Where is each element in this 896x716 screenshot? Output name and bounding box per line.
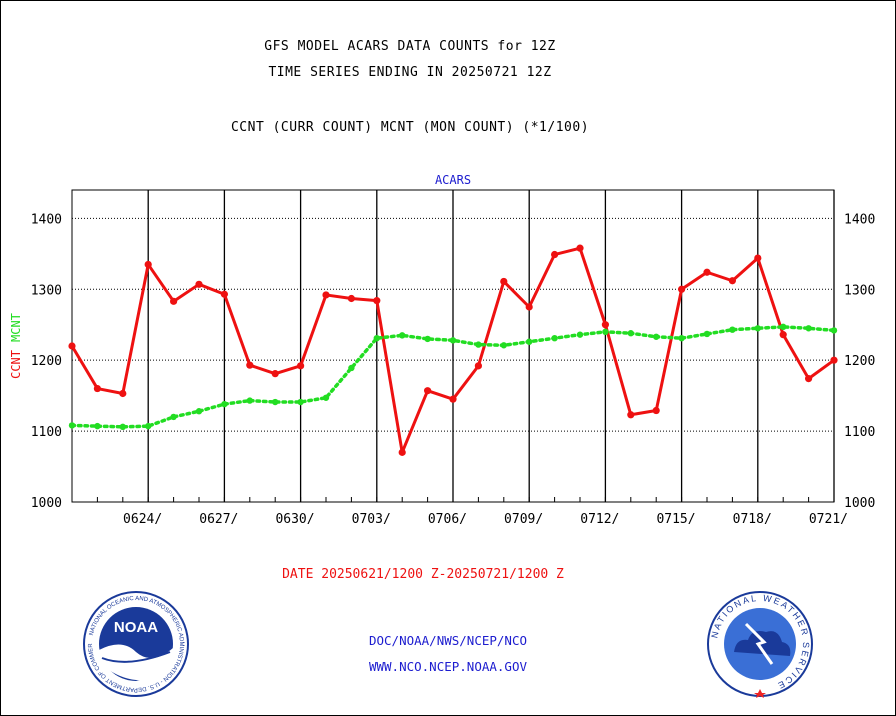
point-ccnt — [220, 290, 228, 298]
point-ccnt — [728, 277, 737, 285]
point-ccnt — [805, 375, 813, 383]
point-ccnt — [703, 268, 711, 276]
point-ccnt — [246, 361, 254, 369]
point-ccnt — [322, 291, 330, 299]
point-ccnt — [424, 387, 432, 395]
point-mcnt — [221, 400, 228, 408]
point-mcnt — [119, 423, 127, 431]
point-ccnt — [347, 294, 355, 303]
point-mcnt — [678, 335, 685, 342]
point-mcnt — [551, 335, 558, 342]
point-ccnt — [398, 448, 406, 456]
point-ccnt — [830, 356, 838, 364]
point-mcnt — [68, 422, 76, 429]
y-tick-label-right: 1000 — [844, 496, 875, 511]
y-tick-label-left: 1300 — [31, 283, 62, 298]
x-tick-label: 0624/ — [123, 512, 162, 527]
point-ccnt — [119, 389, 127, 398]
x-tick-label: 0627/ — [199, 512, 238, 527]
point-mcnt — [449, 337, 457, 344]
y-tick-label-right: 1400 — [844, 212, 875, 227]
point-mcnt — [754, 325, 761, 332]
credit-website[interactable]: WWW.NCO.NCEP.NOAA.GOV — [368, 659, 528, 674]
y-tick-label-right: 1100 — [844, 425, 875, 440]
point-ccnt — [144, 260, 152, 269]
point-mcnt — [526, 338, 533, 345]
point-ccnt — [652, 406, 660, 415]
credit-doc: DOC/NOAA/NWS/NCEP/NCO — [368, 633, 528, 648]
y-tick-label-left: 1400 — [31, 212, 62, 227]
point-mcnt — [627, 330, 634, 337]
point-mcnt — [576, 331, 584, 338]
point-ccnt — [500, 277, 508, 286]
point-mcnt — [94, 422, 101, 430]
y-tick-label-left: 1000 — [31, 496, 62, 511]
point-mcnt — [373, 335, 380, 342]
x-tick-label: 0715/ — [656, 512, 695, 527]
point-mcnt — [170, 413, 177, 421]
point-ccnt — [576, 244, 584, 252]
noaa-logo: NOAA NATIONAL OCEANIC AND ATMOSPHERIC AD… — [82, 590, 189, 697]
point-ccnt — [297, 362, 305, 370]
point-mcnt — [322, 394, 330, 401]
x-tick-label: 0706/ — [428, 512, 467, 527]
x-tick-label: 0718/ — [733, 512, 772, 527]
point-mcnt — [246, 397, 253, 404]
point-ccnt — [754, 254, 762, 262]
point-ccnt — [373, 297, 381, 305]
point-mcnt — [145, 422, 152, 430]
point-mcnt — [830, 327, 838, 334]
point-ccnt — [627, 411, 635, 419]
point-ccnt — [170, 297, 178, 305]
x-axis-label: DATE 20250621/1200 Z-20250721/1200 Z — [282, 567, 564, 582]
point-mcnt — [780, 323, 787, 331]
point-ccnt — [525, 303, 533, 311]
y-tick-label-left: 1100 — [31, 425, 62, 440]
point-mcnt — [297, 398, 304, 406]
y-tick-label-left: 1200 — [31, 354, 62, 369]
point-ccnt — [195, 280, 203, 288]
point-mcnt — [500, 342, 507, 349]
x-tick-label: 0712/ — [580, 512, 619, 527]
point-ccnt — [68, 342, 76, 350]
point-mcnt — [653, 333, 660, 340]
chart-title-line1: GFS MODEL ACARS DATA COUNTS for 12Z — [264, 39, 556, 54]
x-tick-label: 0709/ — [504, 512, 543, 527]
chart-title-line3: CCNT (CURR COUNT) MCNT (MON COUNT) (*1/1… — [230, 120, 590, 135]
point-mcnt — [399, 332, 406, 339]
point-mcnt — [424, 335, 431, 343]
point-ccnt — [678, 285, 686, 293]
point-ccnt — [271, 370, 279, 378]
point-ccnt — [449, 395, 457, 403]
plot-subtitle: ACARS — [435, 173, 471, 187]
point-ccnt — [93, 384, 101, 393]
y-axis-label: CCNTMCNT — [9, 313, 23, 379]
point-mcnt — [348, 364, 355, 372]
point-ccnt — [601, 321, 610, 329]
point-mcnt — [195, 408, 203, 415]
nws-logo: NATIONAL WEATHER SERVICE — [707, 591, 813, 698]
point-mcnt — [703, 330, 711, 338]
y-tick-label-right: 1200 — [844, 354, 875, 369]
point-ccnt — [779, 331, 787, 339]
point-mcnt — [272, 398, 279, 406]
svg-text:NOAA: NOAA — [114, 619, 158, 636]
point-ccnt — [474, 362, 482, 370]
chart-title-line2: TIME SERIES ENDING IN 20250721 12Z — [268, 65, 552, 80]
x-tick-label: 0630/ — [275, 512, 314, 527]
point-ccnt — [551, 250, 559, 259]
x-tick-label: 0721/ — [809, 512, 848, 527]
point-mcnt — [805, 325, 812, 332]
chart-plot: 1000 1000 1100 1100 1200 1200 1300 1300 1400 1400… — [9, 173, 875, 582]
point-mcnt — [729, 326, 736, 333]
y-tick-label-right: 1300 — [844, 283, 875, 298]
point-mcnt — [602, 328, 609, 336]
point-mcnt — [475, 341, 482, 348]
x-tick-label: 0703/ — [352, 512, 391, 527]
